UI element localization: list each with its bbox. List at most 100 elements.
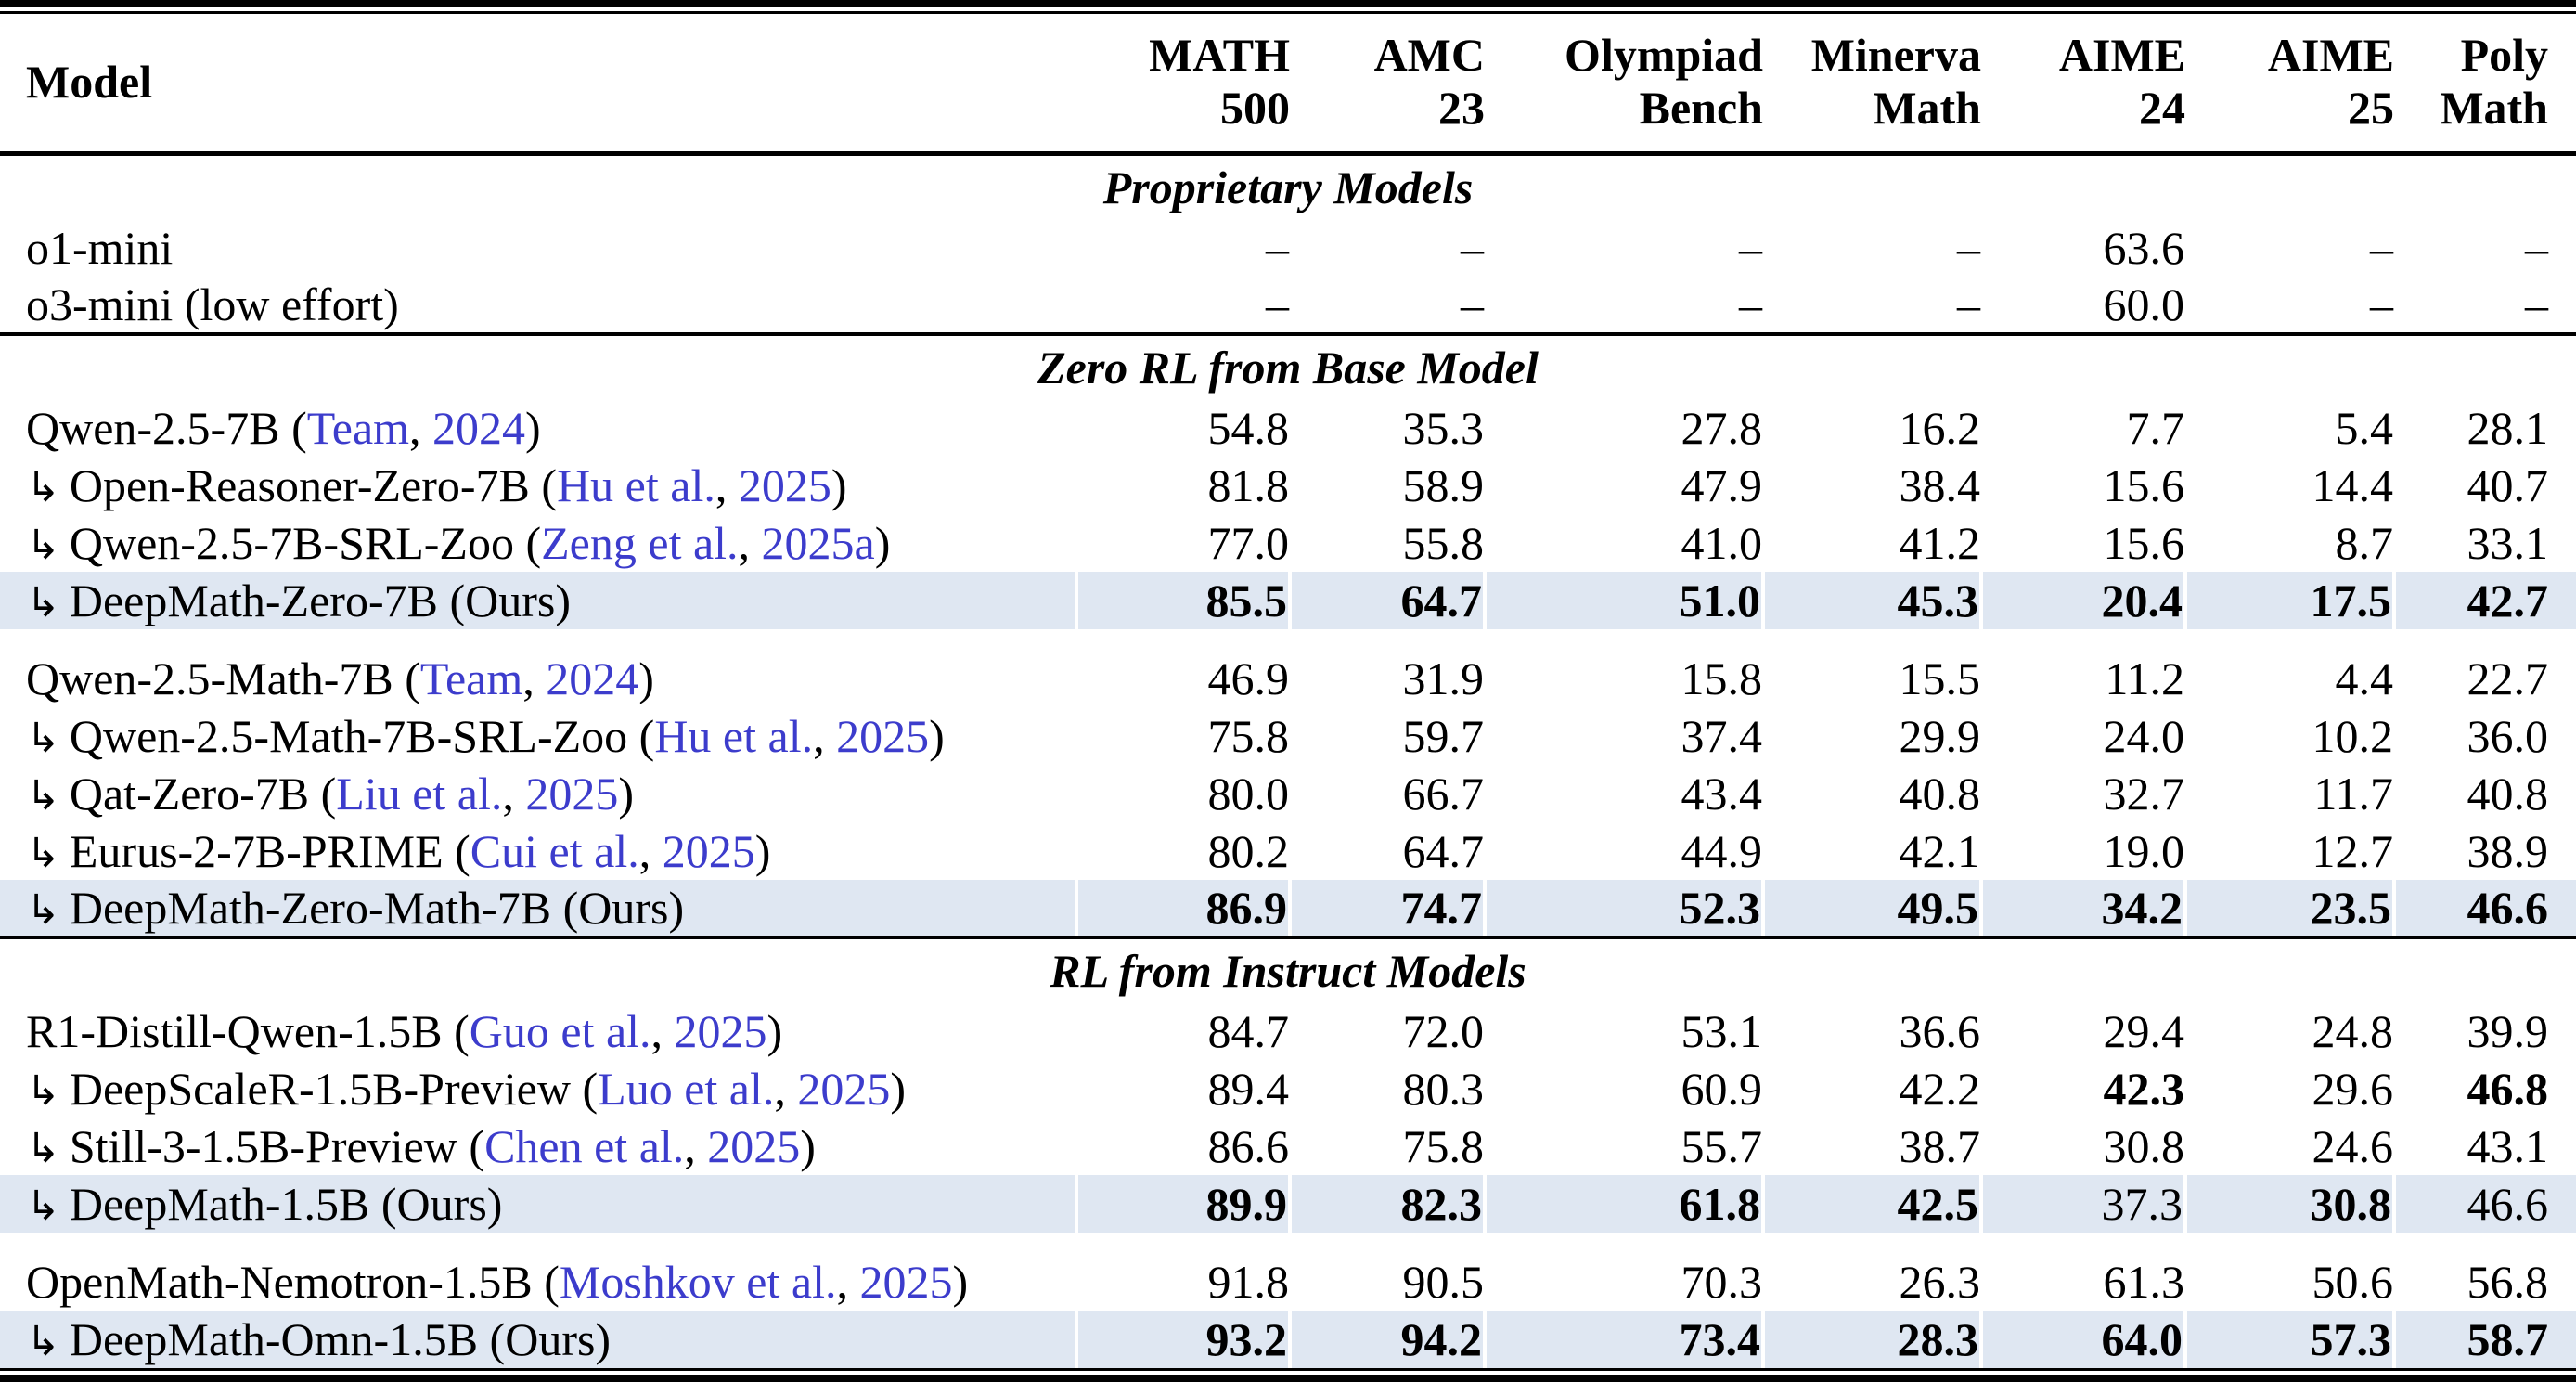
citation-year-link[interactable]: 2025 [797,1063,891,1115]
score-cell: 52.3 [1483,880,1763,939]
score-cell: 11.7 [2313,768,2393,820]
score-cell: 46.8 [2467,1063,2549,1115]
score-cell: 40.7 [2467,459,2549,511]
score-cell: 42.7 [2392,572,2576,629]
score-cell: 54.8 [1207,402,1290,454]
citation-year-link[interactable]: 2024 [546,652,639,704]
score-cell: 42.3 [2103,1063,2185,1115]
citation-year-link[interactable]: 2025 [674,1005,767,1057]
score-cell: 32.7 [2103,768,2185,820]
section-header-row: RL from Instruct Models [0,937,2576,1002]
citation-year-link[interactable]: 2025 [707,1120,801,1172]
score-cell: 80.2 [1207,825,1290,877]
score-cell: – [1290,277,1485,336]
citation-author-link[interactable]: Chen et al. [484,1120,685,1172]
score-cell: – [1461,222,1484,274]
header-row: Model MATH 500 AMC 23 Olympiad Bench Min… [0,14,2576,156]
column-header-aime25: AIME 25 [2185,14,2394,156]
score-cell: 4.4 [2335,652,2394,704]
score-cell: 15.6 [2103,517,2185,569]
score-cell: 38.4 [1899,459,1981,511]
citation-author-link[interactable]: Liu et al. [336,768,503,820]
model-cell: OpenMath-Nemotron-1.5B (Moshkov et al., … [26,1256,969,1308]
score-cell: 11.2 [2105,652,2184,704]
score-cell: 86.6 [1207,1120,1290,1172]
score-cell: 7.7 [2126,402,2185,454]
citation-year-link[interactable]: 2025 [859,1256,953,1308]
model-cell: ↳ DeepMath-1.5B (Ours) [0,1175,1076,1233]
score-cell: 15.8 [1681,652,1763,704]
citation-author-link[interactable]: Hu et al. [654,710,814,762]
score-cell: 42.2 [1899,1063,1981,1115]
score-cell: 94.2 [1288,1311,1485,1368]
score-cell: – [1763,277,1981,336]
score-cell: 24.8 [2312,1005,2394,1057]
citation-author-link[interactable]: Guo et al. [469,1005,651,1057]
score-cell: 80.3 [1402,1063,1485,1115]
column-header-poly-math: Poly Math [2394,14,2576,156]
score-cell: 49.5 [1761,880,1981,939]
score-cell: – [2394,277,2576,336]
score-cell: – [1266,222,1289,274]
score-cell: 14.4 [2312,459,2394,511]
table-top-heavy-rule [0,0,2576,7]
score-cell: 20.4 [1979,572,2185,629]
score-cell: 93.2 [1075,1311,1290,1368]
model-cell: ↳ DeepScaleR-1.5B-Preview (Luo et al., 20… [26,1063,907,1115]
table-body: Proprietary Models o1-mini – – – –63.6– – o3-mi… [0,154,2576,1368]
score-cell: 86.9 [1075,880,1290,939]
score-cell: 34.2 [1979,880,2185,939]
score-cell: 60.9 [1681,1063,1763,1115]
score-cell: 46.6 [2392,880,2576,939]
score-cell: 33.1 [2467,517,2549,569]
score-cell: 38.9 [2467,825,2549,877]
score-cell: 55.7 [1681,1120,1763,1172]
indent-arrow-icon: ↳ [26,579,60,626]
score-cell: 27.8 [1681,402,1763,454]
section-title: RL from Instruct Models [1050,945,1526,997]
model-name: Qwen-2.5-7B [26,402,280,454]
score-cell: 82.3 [1288,1175,1485,1233]
column-header-model-label: Model [26,56,153,108]
indent-arrow-icon: ↳ [26,464,60,511]
score-cell: 44.9 [1681,825,1763,877]
score-cell: 19.0 [2103,825,2185,877]
model-cell: ↳ Qwen-2.5-Math-7B-SRL-Zoo (Hu et al., 20… [26,710,945,762]
citation-author-link[interactable]: Luo et al. [598,1063,775,1115]
table-row: ↳ Qat-Zero-7B (Liu et al., 2025) 80.0 66.7 4… [0,765,2576,822]
model-name: R1-Distill-Qwen-1.5B [26,1005,443,1057]
indent-arrow-icon: ↳ [26,522,60,569]
group-gap [0,1233,2576,1253]
model-cell: R1-Distill-Qwen-1.5B (Guo et al., 2025) [26,1005,783,1057]
score-cell: – [1076,277,1290,336]
citation-year-link[interactable]: 2025a [761,517,875,569]
citation-author-link[interactable]: Hu et al. [557,459,715,511]
citation-author-link[interactable]: Team [306,402,410,454]
citation-author-link[interactable]: Cui et al. [470,825,639,877]
score-cell: 47.9 [1681,459,1763,511]
citation-year-link[interactable]: 2025 [662,825,755,877]
citation-author-link[interactable]: Zeng et al. [541,517,739,569]
model-name: Open-Reasoner-Zero-7B [69,459,530,511]
citation-year-link[interactable]: 2025 [525,768,619,820]
citation-year-link[interactable]: 2024 [432,402,526,454]
score-cell: 42.1 [1899,825,1981,877]
citation-author-link[interactable]: Team [419,652,523,704]
score-cell: 75.8 [1402,1120,1485,1172]
model-name: Qat-Zero-7B [69,768,310,820]
score-cell: 84.7 [1207,1005,1290,1057]
table-row: ↳ DeepMath-1.5B (Ours) 89.9 82.3 61.8 42.5 37.… [0,1175,2576,1233]
score-cell: 37.3 [1979,1175,2185,1233]
score-cell: 30.8 [2103,1120,2185,1172]
citation-year-link[interactable]: 2025 [836,710,930,762]
score-cell: 29.9 [1899,710,1981,762]
score-cell: 26.3 [1899,1256,1981,1308]
score-cell: – [1739,222,1762,274]
citation-year-link[interactable]: 2025 [738,459,831,511]
model-name: o3-mini (low effort) [26,278,399,330]
column-header-aime24: AIME 24 [1981,14,2185,156]
citation-author-link[interactable]: Moshkov et al. [559,1256,837,1308]
score-cell: 72.0 [1402,1005,1485,1057]
score-cell: 75.8 [1207,710,1290,762]
